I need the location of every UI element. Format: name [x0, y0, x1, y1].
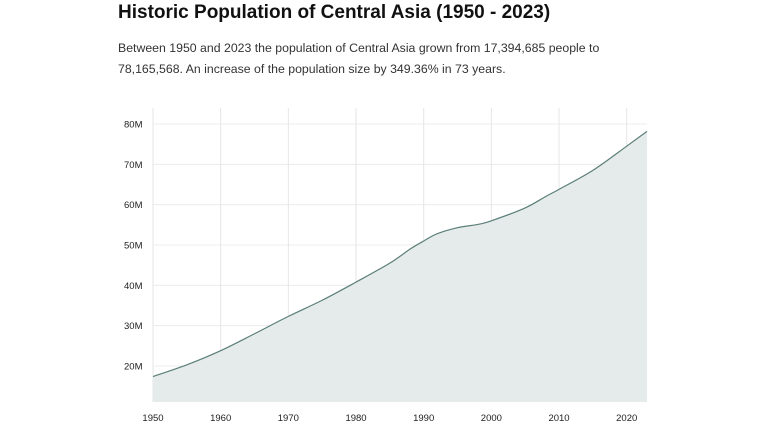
- y-tick-label: 60M: [124, 200, 143, 211]
- page-title: Historic Population of Central Asia (195…: [118, 2, 551, 23]
- x-tick-label: 1950: [142, 413, 163, 424]
- y-tick-label: 70M: [124, 160, 143, 171]
- area-fill: [153, 131, 647, 403]
- y-tick-label: 30M: [124, 321, 143, 332]
- x-tick-label: 2000: [481, 413, 502, 424]
- population-line: [152, 130, 648, 378]
- y-tick-label: 80M: [124, 120, 143, 131]
- x-tick-label: 2020: [616, 413, 637, 424]
- x-tick-label: 1990: [413, 413, 434, 424]
- x-tick-label: 1970: [278, 413, 299, 424]
- x-tick-label: 1960: [210, 413, 231, 424]
- y-tick-label: 20M: [124, 362, 143, 373]
- y-tick-label: 40M: [124, 281, 143, 292]
- page-description: Between 1950 and 2023 the population of …: [118, 41, 600, 76]
- y-tick-label: 50M: [124, 241, 143, 252]
- x-tick-label: 2010: [548, 413, 569, 424]
- x-tick-label: 1980: [345, 413, 366, 424]
